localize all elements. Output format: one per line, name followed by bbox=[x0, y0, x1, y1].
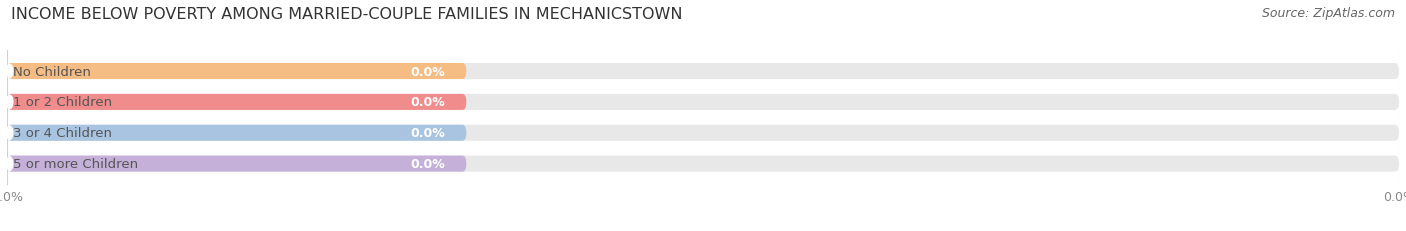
Text: 5 or more Children: 5 or more Children bbox=[13, 158, 138, 170]
Circle shape bbox=[7, 157, 13, 171]
Text: 1 or 2 Children: 1 or 2 Children bbox=[13, 96, 112, 109]
Text: Source: ZipAtlas.com: Source: ZipAtlas.com bbox=[1261, 7, 1395, 20]
Text: 0.0%: 0.0% bbox=[411, 96, 446, 109]
FancyBboxPatch shape bbox=[7, 125, 1399, 141]
Text: 0.0%: 0.0% bbox=[411, 158, 446, 170]
FancyBboxPatch shape bbox=[7, 125, 467, 141]
FancyBboxPatch shape bbox=[7, 94, 467, 110]
Text: 3 or 4 Children: 3 or 4 Children bbox=[13, 127, 112, 140]
FancyBboxPatch shape bbox=[7, 94, 1399, 110]
Text: 0.0%: 0.0% bbox=[411, 65, 446, 78]
Circle shape bbox=[7, 65, 13, 79]
Circle shape bbox=[7, 126, 13, 140]
FancyBboxPatch shape bbox=[7, 156, 1399, 172]
Text: INCOME BELOW POVERTY AMONG MARRIED-COUPLE FAMILIES IN MECHANICSTOWN: INCOME BELOW POVERTY AMONG MARRIED-COUPL… bbox=[11, 7, 683, 22]
Text: No Children: No Children bbox=[13, 65, 90, 78]
FancyBboxPatch shape bbox=[7, 64, 467, 80]
FancyBboxPatch shape bbox=[7, 156, 467, 172]
Circle shape bbox=[7, 96, 13, 109]
Text: 0.0%: 0.0% bbox=[411, 127, 446, 140]
FancyBboxPatch shape bbox=[7, 64, 1399, 80]
